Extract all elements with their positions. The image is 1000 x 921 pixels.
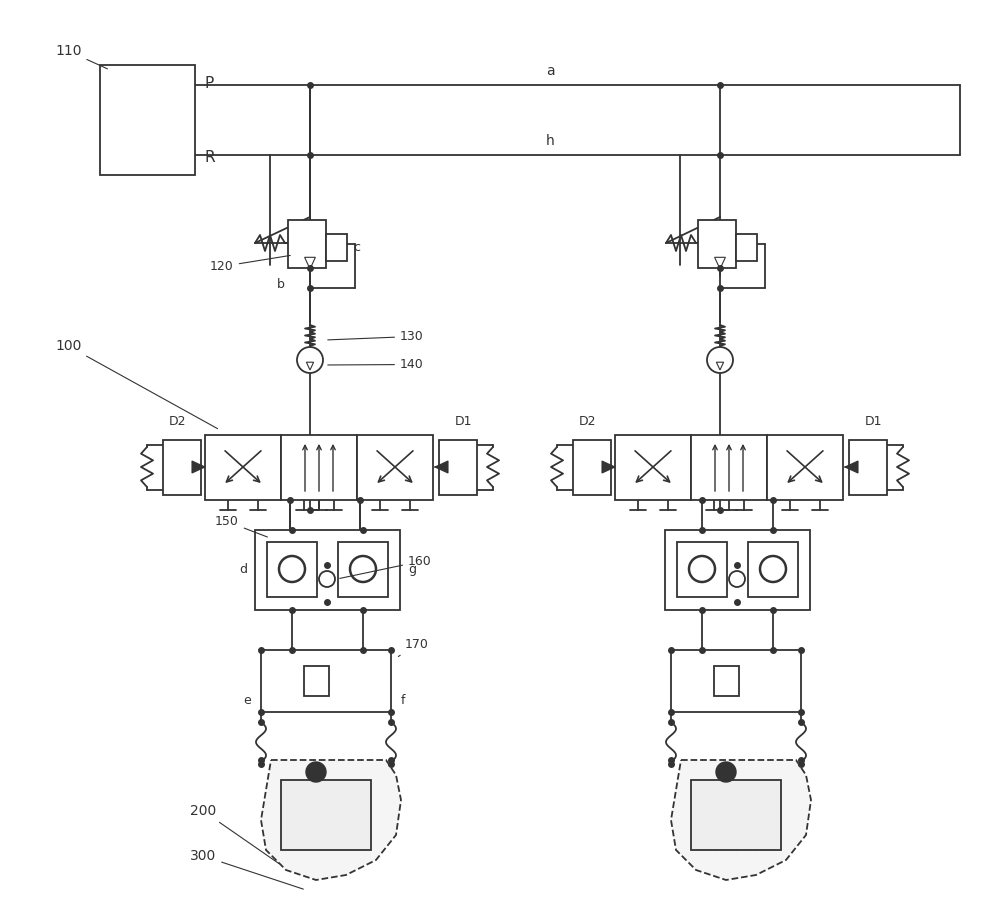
Polygon shape [602, 461, 615, 473]
Bar [255, 530, 400, 610]
Bar [261, 650, 391, 712]
Text: 300: 300 [190, 849, 303, 889]
Bar [163, 440, 201, 495]
Text: 140: 140 [328, 358, 424, 371]
Text: c: c [353, 240, 360, 253]
Polygon shape [261, 760, 401, 880]
Bar [338, 542, 388, 597]
Polygon shape [192, 461, 205, 473]
Text: D2: D2 [578, 414, 596, 427]
Text: g: g [408, 563, 416, 576]
Text: b: b [277, 278, 285, 291]
Polygon shape [305, 257, 315, 269]
Text: 120: 120 [210, 255, 290, 273]
Bar [736, 235, 757, 261]
Circle shape [306, 762, 326, 782]
Text: 200: 200 [190, 804, 279, 863]
Text: D2: D2 [168, 414, 186, 427]
Bar [691, 435, 767, 500]
Bar [573, 440, 611, 495]
Polygon shape [845, 461, 858, 473]
Bar [281, 780, 371, 850]
Bar [100, 65, 195, 175]
Text: R: R [205, 149, 216, 165]
Bar [767, 435, 843, 500]
Text: f: f [401, 694, 406, 706]
Text: a: a [546, 64, 554, 78]
Text: 110: 110 [55, 44, 107, 69]
Polygon shape [435, 461, 448, 473]
Text: 130: 130 [328, 330, 424, 343]
Text: d: d [239, 563, 247, 576]
Text: 160: 160 [340, 555, 432, 578]
Text: 150: 150 [215, 515, 267, 537]
Text: h: h [546, 134, 554, 148]
Bar [691, 780, 781, 850]
Bar [698, 220, 736, 268]
Text: P: P [205, 76, 214, 90]
Bar [288, 220, 326, 268]
Text: 100: 100 [55, 339, 218, 428]
Text: D1: D1 [454, 414, 472, 427]
Bar [439, 440, 477, 495]
Bar [677, 542, 727, 597]
Polygon shape [306, 362, 314, 370]
Text: e: e [243, 694, 251, 706]
Bar [267, 542, 317, 597]
Polygon shape [715, 257, 725, 269]
Bar [326, 235, 347, 261]
Bar [205, 435, 281, 500]
Bar [304, 666, 329, 696]
Bar [849, 440, 887, 495]
Polygon shape [671, 760, 811, 880]
Bar [357, 435, 433, 500]
Bar [281, 435, 357, 500]
Text: D1: D1 [864, 414, 882, 427]
Bar [748, 542, 798, 597]
Polygon shape [716, 362, 724, 370]
Bar [671, 650, 801, 712]
Text: 170: 170 [398, 638, 429, 657]
Bar [665, 530, 810, 610]
Bar [714, 666, 739, 696]
Bar [615, 435, 691, 500]
Circle shape [716, 762, 736, 782]
